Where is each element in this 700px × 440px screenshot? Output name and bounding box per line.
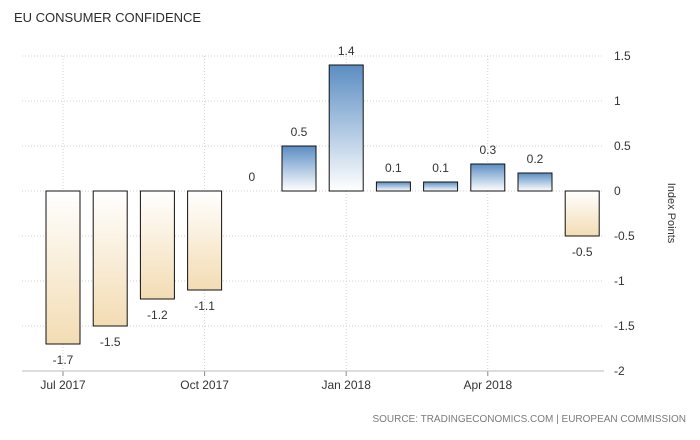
bar-2018-06 bbox=[564, 190, 600, 237]
bar-2018-04 bbox=[470, 163, 506, 192]
chart-source: SOURCE: TRADINGECONOMICS.COM | EUROPEAN … bbox=[372, 414, 686, 425]
axis-layer: 1.5 1 0.5 0 -0.5 -1 -1.5 -2 Jul 2017 Oct 2017 Jan … bbox=[22, 49, 677, 392]
data-label: -1.7 bbox=[53, 353, 74, 367]
x-tick-label: Oct 2017 bbox=[180, 378, 229, 392]
chart-title: EU CONSUMER CONFIDENCE bbox=[14, 10, 202, 25]
data-label: 0.3 bbox=[479, 143, 496, 157]
data-label: 0.1 bbox=[385, 161, 402, 175]
y-tick-label: 1 bbox=[614, 94, 621, 108]
bar-2017-07 bbox=[45, 190, 81, 345]
y-tick-label: -0.5 bbox=[614, 229, 635, 243]
data-label: 1.4 bbox=[338, 44, 355, 58]
y-tick-label: -2 bbox=[614, 364, 625, 378]
bar-2017-08 bbox=[92, 190, 128, 327]
data-label: -1.2 bbox=[147, 308, 168, 322]
bar-2017-12 bbox=[281, 145, 317, 192]
data-label: -0.5 bbox=[572, 245, 593, 259]
y-axis-title: Index Points bbox=[665, 183, 677, 244]
x-tick-label: Jan 2018 bbox=[322, 378, 372, 392]
bar-2017-10 bbox=[187, 190, 223, 291]
label-layer: -1.7 -1.5 -1.2 -1.1 0 0.5 1.4 0.1 0.1 0.3 0.2 -0.5 bbox=[53, 44, 593, 367]
y-tick-label: 0.5 bbox=[614, 139, 631, 153]
x-tick-label: Jul 2017 bbox=[40, 378, 86, 392]
data-label: 0.1 bbox=[432, 161, 449, 175]
y-tick-label: -1.5 bbox=[614, 319, 635, 333]
data-label: -1.1 bbox=[194, 299, 215, 313]
bar-2018-03 bbox=[423, 181, 459, 192]
data-label: 0 bbox=[248, 170, 255, 184]
y-tick-label: 0 bbox=[614, 184, 621, 198]
data-label: 0.5 bbox=[291, 125, 308, 139]
bar-2018-02 bbox=[375, 181, 411, 192]
x-tick-label: Apr 2018 bbox=[463, 378, 512, 392]
y-tick-label: -1 bbox=[614, 274, 625, 288]
bar-2018-01 bbox=[328, 64, 364, 192]
data-label: 0.2 bbox=[527, 152, 544, 166]
bar-layer bbox=[45, 64, 600, 345]
bar-2017-09 bbox=[139, 190, 175, 300]
data-label: -1.5 bbox=[100, 335, 121, 349]
bar-2018-05 bbox=[517, 172, 553, 192]
y-tick-label: 1.5 bbox=[614, 49, 631, 63]
